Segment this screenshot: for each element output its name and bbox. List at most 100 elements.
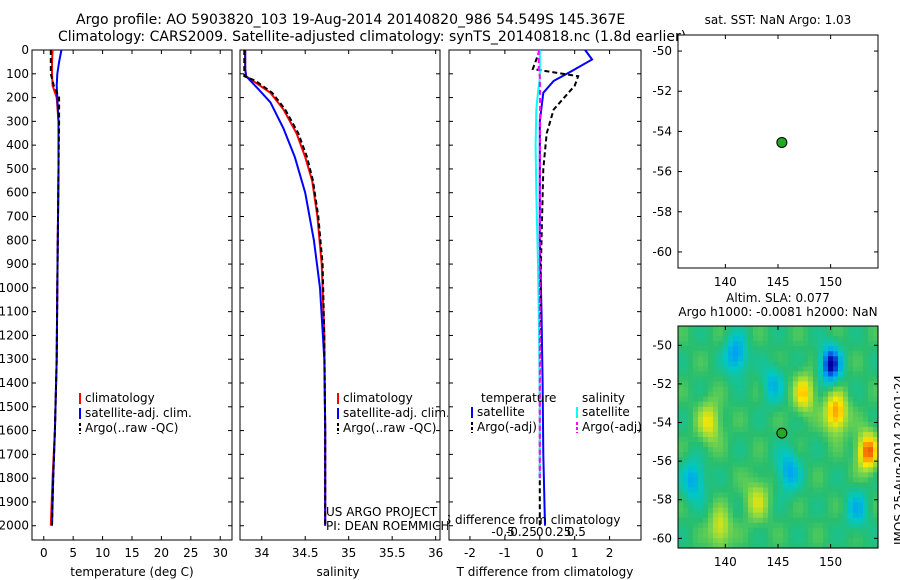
heat-cell (678, 482, 684, 489)
heat-cell (683, 537, 689, 544)
heat-cell (793, 346, 799, 352)
heat-cell (748, 361, 754, 367)
heat-cell (873, 467, 879, 473)
heat-cell (768, 492, 774, 499)
heat-cell (773, 502, 779, 509)
heat-cell (773, 442, 779, 448)
heat-cell (793, 401, 799, 408)
heat-cell (823, 497, 829, 504)
heat-cell (783, 527, 789, 534)
y-tick-label: -60 (652, 245, 672, 259)
heat-cell (833, 482, 839, 489)
x-tick-label: 150 (819, 555, 842, 569)
heat-cell (858, 517, 864, 524)
heat-cell (683, 351, 689, 357)
heat-cell (698, 487, 704, 494)
heat-cell (768, 537, 774, 544)
heat-cell (693, 381, 699, 388)
heat-cell (728, 331, 734, 337)
heat-cell (833, 386, 839, 393)
y-tick-label: -56 (652, 165, 672, 179)
heat-cell (723, 331, 729, 337)
heat-cell (723, 406, 729, 413)
heat-cell (853, 416, 859, 423)
heat-cell (823, 431, 829, 438)
heat-cell (833, 437, 839, 443)
heat-cell (728, 366, 734, 373)
heat-cell (853, 452, 859, 458)
heat-cell (828, 452, 834, 458)
heat-cell (753, 371, 759, 378)
heat-cell (838, 492, 844, 499)
heat-cell (858, 512, 864, 519)
heat-cell (828, 401, 834, 408)
heat-cell (698, 467, 704, 473)
heat-cell (798, 411, 804, 418)
heat-cell (698, 421, 704, 428)
heat-cell (848, 431, 854, 438)
heat-cell (808, 437, 814, 443)
heat-cell (843, 467, 849, 473)
heat-cell (753, 431, 759, 438)
heat-cell (683, 467, 689, 473)
heat-cell (738, 341, 744, 347)
heat-cell (843, 452, 849, 458)
heat-cell (723, 452, 729, 458)
y-tick-label: 500 (6, 162, 29, 176)
heat-cell (823, 356, 829, 362)
heat-cell (828, 341, 834, 347)
heat-cell (818, 401, 824, 408)
heat-cell (723, 457, 729, 463)
heat-cell (678, 346, 684, 352)
heat-cell (868, 542, 874, 549)
heat-cell (758, 542, 764, 549)
heat-cell (813, 477, 819, 484)
heat-cell (763, 542, 769, 549)
heat-cell (818, 542, 824, 549)
heat-cell (783, 472, 789, 478)
heat-cell (678, 497, 684, 504)
heat-cell (693, 326, 699, 332)
heat-cell (688, 512, 694, 519)
heat-cell (728, 411, 734, 418)
heat-cell (713, 386, 719, 393)
heat-cell (858, 386, 864, 393)
heat-cell (683, 416, 689, 423)
heat-cell (788, 497, 794, 504)
heat-cell (838, 457, 844, 463)
heat-cell (783, 512, 789, 519)
heat-cell (768, 406, 774, 413)
heat-cell (778, 467, 784, 473)
heat-cell (773, 356, 779, 362)
heat-cell (738, 487, 744, 494)
heat-cell (683, 512, 689, 519)
heat-cell (738, 527, 744, 534)
heat-cell (833, 421, 839, 428)
heat-cell (703, 512, 709, 519)
x-tick-label: -1 (499, 546, 511, 560)
heat-cell (843, 406, 849, 413)
heat-cell (733, 346, 739, 352)
heat-cell (753, 472, 759, 478)
heat-cell (773, 517, 779, 524)
heat-cell (743, 442, 749, 448)
heat-cell (873, 376, 879, 383)
heat-cell (723, 437, 729, 443)
heat-cell (838, 452, 844, 458)
heat-cell (753, 336, 759, 342)
heat-cell (778, 522, 784, 529)
heat-cell (703, 477, 709, 484)
heat-cell (818, 366, 824, 373)
heat-cell (858, 527, 864, 534)
heat-cell (868, 326, 874, 332)
heat-cell (843, 326, 849, 332)
heat-cell (688, 416, 694, 423)
heat-cell (743, 331, 749, 337)
heat-cell (828, 477, 834, 484)
heat-cell (823, 442, 829, 448)
heat-cell (863, 351, 869, 357)
heat-cell (763, 477, 769, 484)
heat-cell (853, 401, 859, 408)
heat-cell (748, 472, 754, 478)
heat-cell (868, 512, 874, 519)
